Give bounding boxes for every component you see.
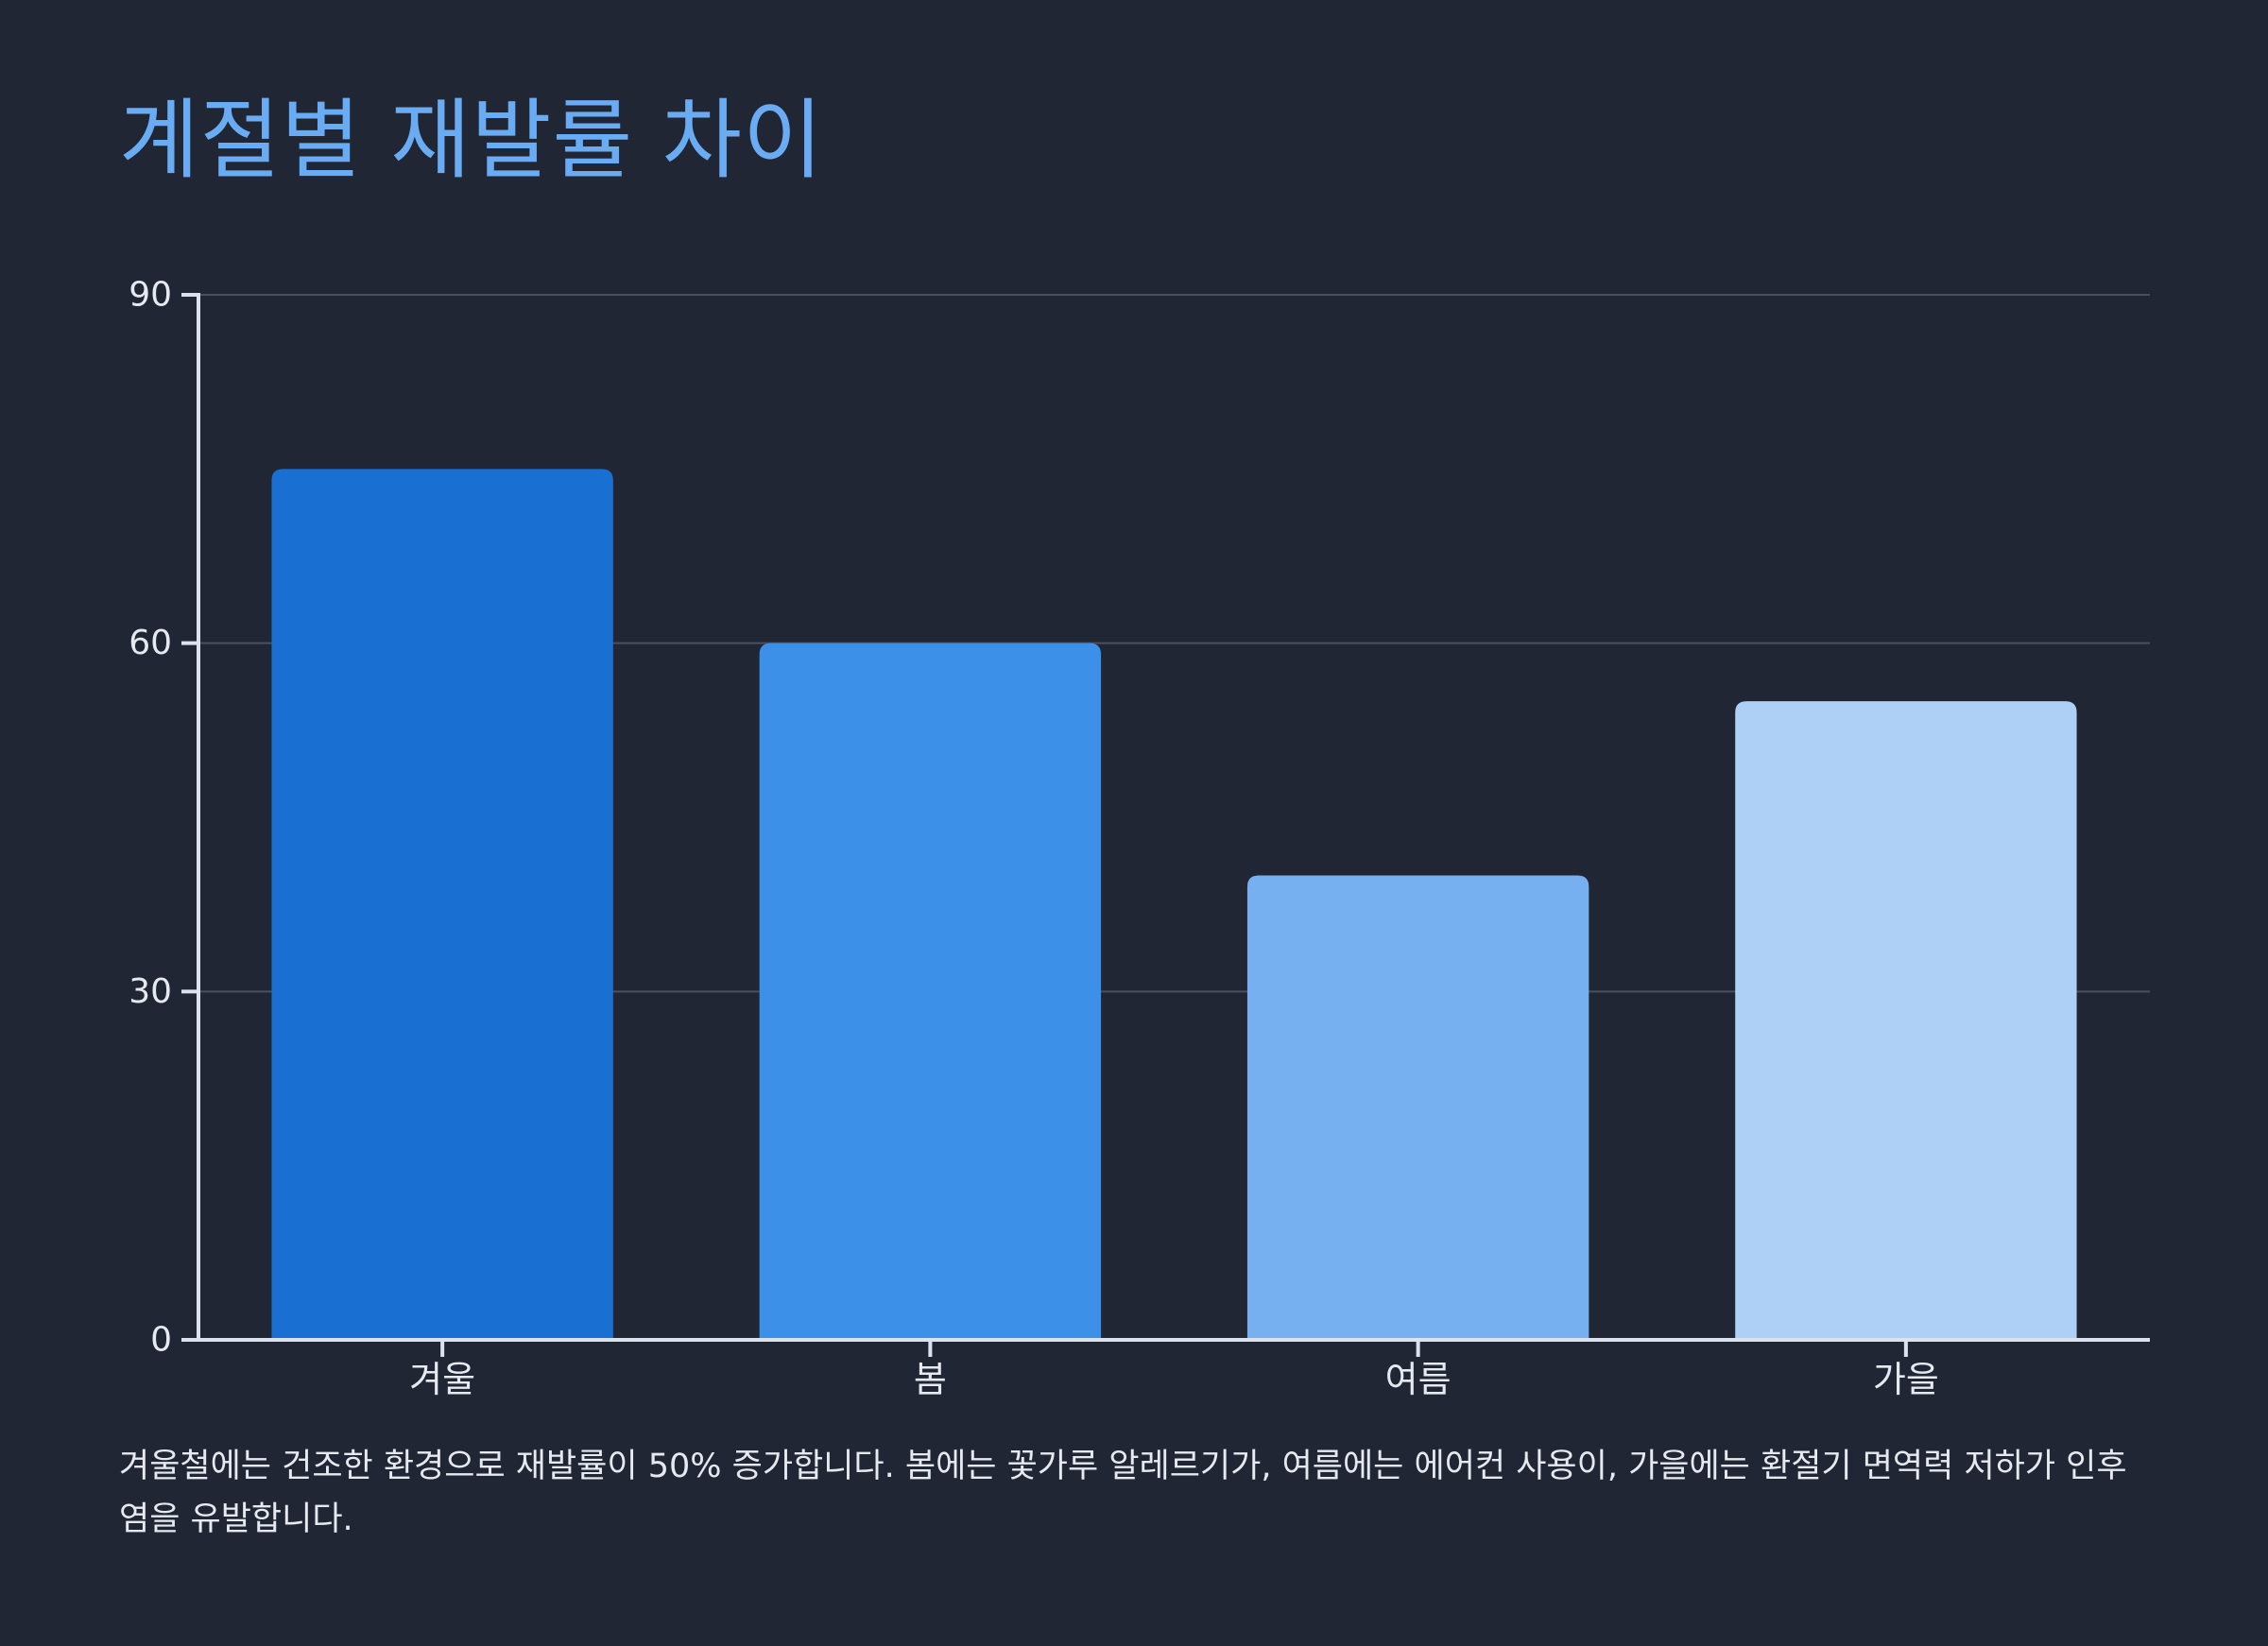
x-tick-label: 봄 (914, 1359, 947, 1400)
y-tick-label: 60 (129, 624, 172, 662)
bar-2 (759, 643, 1102, 1340)
bar-4 (1735, 701, 2077, 1340)
x-tick-label: 여름 (1385, 1359, 1452, 1400)
bar-3 (1246, 875, 1589, 1340)
chart-caption: 겨울철에는 건조한 환경으로 재발률이 50% 증가합니다. 봄에는 꽃가루 알… (119, 1448, 2127, 1538)
y-tick-label: 0 (150, 1321, 172, 1360)
x-tick-label: 가을 (1873, 1359, 1939, 1400)
bar-1 (271, 469, 613, 1340)
chart-title: 계절별 재발률 차이 (119, 90, 824, 191)
x-tick-label: 겨울 (409, 1359, 475, 1400)
y-tick-label: 90 (129, 276, 172, 315)
y-tick-label: 30 (129, 972, 172, 1011)
